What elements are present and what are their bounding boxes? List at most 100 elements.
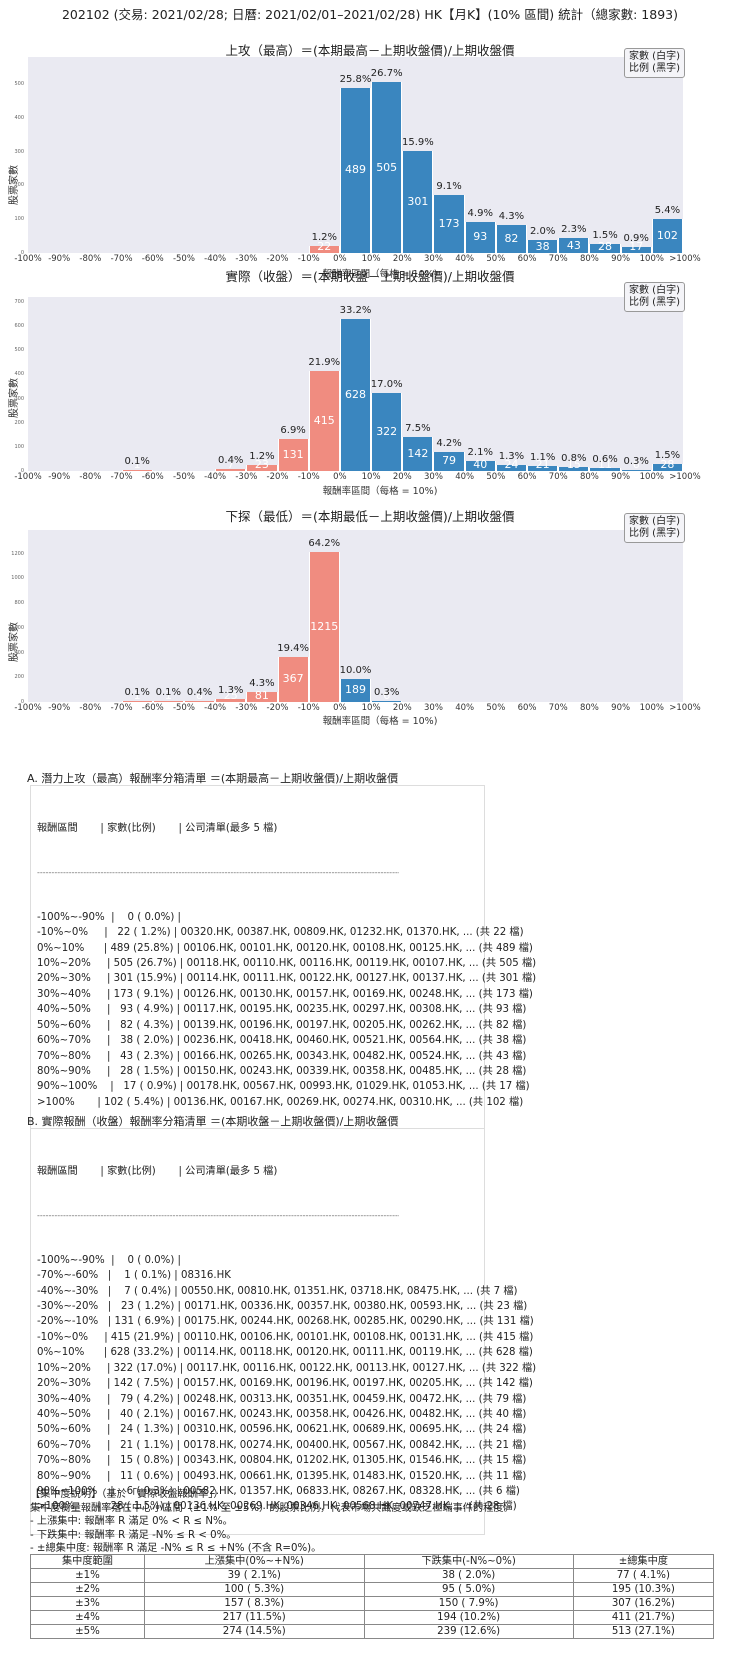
x-tick: 90% bbox=[611, 703, 631, 713]
bar-count-label: 17 bbox=[629, 240, 644, 253]
bar-count-label: 1 bbox=[133, 689, 141, 702]
y-tick: 300 bbox=[14, 395, 24, 402]
table-row: ±2% 100 ( 5.3%) 95 ( 5.0%) 195 (10.3%) bbox=[30, 1582, 715, 1597]
y-tick: 0 bbox=[20, 699, 24, 705]
x-tick: 70% bbox=[548, 703, 568, 713]
x-tick: -100% bbox=[14, 472, 42, 482]
x-tick: -90% bbox=[48, 254, 71, 264]
y-tick: 0 bbox=[20, 250, 24, 256]
x-tick: 10% bbox=[361, 472, 381, 482]
bar-percent-label: 9.1% bbox=[436, 180, 462, 192]
cell: 307 (16.2%) bbox=[572, 1596, 715, 1611]
x-tick: -20% bbox=[266, 703, 289, 713]
x-tick: -70% bbox=[110, 254, 133, 264]
bar-percent-label: 0.8% bbox=[561, 453, 587, 465]
bar bbox=[121, 700, 153, 702]
cell: 100 ( 5.3%) bbox=[143, 1582, 365, 1597]
bar-count-label: 25 bbox=[223, 689, 238, 702]
bar bbox=[527, 465, 559, 471]
x-tick: 70% bbox=[548, 254, 568, 264]
bar-count-label: 142 bbox=[407, 446, 429, 460]
bar-percent-label: 0.6% bbox=[592, 454, 618, 466]
cell: ±2% bbox=[30, 1582, 145, 1597]
bar bbox=[464, 221, 496, 253]
chart-title: 實際（收盤）＝(本期收盤－上期收盤價)/上期收盤價 bbox=[225, 269, 515, 284]
y-tick: 1000 bbox=[11, 575, 24, 582]
bar-count-label: 489 bbox=[344, 163, 366, 177]
y-tick: 0 bbox=[20, 468, 24, 474]
bar-count-label: 28 bbox=[598, 240, 613, 253]
legend: 家數 (白字) 比例 (黑字) bbox=[624, 48, 685, 78]
list-item: 20%~30% | 142 ( 7.5%) | 00157.HK, 00169.… bbox=[37, 1378, 533, 1390]
x-tick: -10% bbox=[297, 472, 320, 482]
x-tick: -80% bbox=[79, 472, 102, 482]
list-a-box: 報酬區間 | 家數(比例) | 公司清單(最多 5 檔) -----------… bbox=[30, 785, 537, 1131]
table-row: ±1% 39 ( 2.1%) 38 ( 2.0%) 77 ( 4.1%) bbox=[30, 1568, 715, 1583]
x-tick: 50% bbox=[486, 254, 506, 264]
bar-count-label: 102 bbox=[656, 228, 678, 242]
y-tick: 600 bbox=[14, 624, 24, 631]
bar bbox=[464, 461, 496, 471]
concentration-notes: 【集中度說明】（基於「實際收盤報酬率」） 集中度衡量報酬率落在中心小區間（±1%… bbox=[30, 1488, 514, 1556]
bar bbox=[589, 468, 621, 471]
x-tick: -90% bbox=[48, 472, 71, 482]
page-title: 202102 (交易: 2021/02/28; 日曆: 2021/02/01–2… bbox=[61, 7, 678, 22]
y-tick: 800 bbox=[14, 600, 24, 606]
list-item: 50%~60% | 82 ( 4.3%) | 00139.HK, 00196.H… bbox=[37, 1019, 527, 1031]
bar bbox=[527, 240, 559, 253]
x-tick: >100% bbox=[669, 472, 701, 482]
x-tick: 20% bbox=[392, 254, 412, 264]
x-tick: -60% bbox=[141, 703, 164, 713]
cell: 194 (10.2%) bbox=[363, 1610, 574, 1625]
y-tick: 500 bbox=[14, 81, 24, 88]
bar-count-label: 131 bbox=[282, 448, 304, 462]
bar-percent-label: 1.5% bbox=[592, 229, 618, 241]
x-tick: -70% bbox=[110, 703, 133, 713]
x-tick: 40% bbox=[455, 703, 475, 713]
list-item: >100% | 102 ( 5.4%) | 00136.HK, 00167.HK… bbox=[37, 1096, 524, 1108]
bar bbox=[558, 238, 590, 253]
bar-count-label: 6 bbox=[632, 458, 640, 471]
bar-count-label: 28 bbox=[660, 458, 675, 471]
x-tick: -40% bbox=[204, 703, 227, 713]
list-item: -100%~-90% | 0 ( 0.0%) | bbox=[37, 1254, 181, 1266]
list-b-box: 報酬區間 | 家數(比例) | 公司清單(最多 5 檔) -----------… bbox=[30, 1128, 536, 1536]
cell: 217 (11.5%) bbox=[143, 1610, 365, 1625]
bar-percent-label: 2.3% bbox=[561, 224, 587, 236]
bar-count-label: 21 bbox=[535, 458, 550, 471]
x-tick: 100% bbox=[639, 472, 664, 482]
bar bbox=[371, 82, 403, 253]
bar-percent-label: 1.2% bbox=[311, 231, 337, 243]
list-a-rows: -100%~-90% | 0 ( 0.0%) | -10%~0% | 22 ( 1… bbox=[37, 910, 537, 1110]
bar-count-label: 81 bbox=[254, 689, 269, 702]
rule-total: - ±總集中度: 報酬率 R 滿足 -N% ≤ R ≤ +N% (不含 R=0%… bbox=[30, 1543, 322, 1554]
bar-count-label: 79 bbox=[442, 454, 457, 468]
bar-percent-label: 1.5% bbox=[654, 450, 681, 462]
x-tick: -30% bbox=[235, 254, 258, 264]
bar bbox=[371, 393, 403, 471]
bar bbox=[215, 698, 247, 702]
list-item: 10%~20% | 505 (26.7%) | 00118.HK, 00110.… bbox=[37, 958, 537, 970]
list-item: 60%~70% | 38 ( 2.0%) | 00236.HK, 00418.H… bbox=[37, 1035, 527, 1047]
list-item: 40%~50% | 93 ( 4.9%) | 00117.HK, 00195.H… bbox=[37, 1004, 527, 1016]
cell: 77 ( 4.1%) bbox=[572, 1568, 715, 1583]
legend-count: 家數 (白字) bbox=[629, 516, 680, 527]
y-tick: 600 bbox=[14, 323, 24, 329]
x-tick: 50% bbox=[486, 472, 506, 482]
bar bbox=[121, 469, 153, 471]
bar bbox=[183, 700, 216, 702]
y-tick: 300 bbox=[14, 148, 24, 155]
bar-count-label: 23 bbox=[254, 458, 269, 471]
bar bbox=[495, 225, 528, 253]
bar bbox=[589, 243, 621, 253]
x-axis-label: 報酬率區間（每格 = 10%) bbox=[322, 486, 438, 497]
x-tick: 30% bbox=[424, 472, 443, 482]
list-item: 90%~100% | 17 ( 0.9%) | 00178.HK, 00567.… bbox=[37, 1081, 530, 1093]
cell: 38 ( 2.0%) bbox=[363, 1568, 574, 1583]
bar-percent-label: 2.0% bbox=[529, 226, 556, 238]
table-row: ±4% 217 (11.5%) 194 (10.2%) 411 (21.7%) bbox=[30, 1610, 715, 1625]
y-tick: 700 bbox=[14, 298, 24, 305]
x-tick: 100% bbox=[639, 254, 664, 264]
y-tick: 200 bbox=[14, 674, 24, 681]
x-tick: 100% bbox=[639, 703, 664, 713]
